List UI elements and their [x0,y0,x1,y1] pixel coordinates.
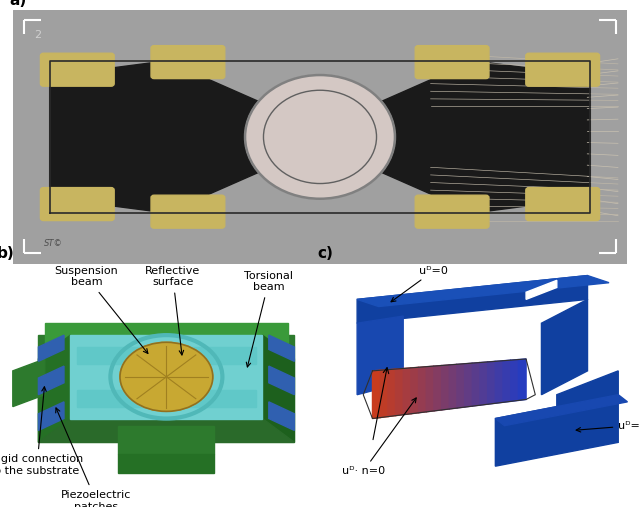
Polygon shape [77,347,256,364]
Polygon shape [38,335,64,361]
Polygon shape [518,359,526,401]
Polygon shape [372,370,380,419]
Polygon shape [442,365,449,410]
FancyBboxPatch shape [151,46,225,79]
Polygon shape [262,335,294,442]
FancyBboxPatch shape [40,188,114,221]
Bar [252,109,388,132]
Polygon shape [381,61,590,213]
Circle shape [245,75,395,199]
Polygon shape [269,335,294,361]
Polygon shape [503,360,511,403]
Polygon shape [70,335,262,419]
Polygon shape [38,366,64,394]
Polygon shape [511,359,518,402]
Text: Torsional
beam: Torsional beam [244,271,293,367]
Text: b): b) [0,246,15,261]
Polygon shape [465,363,472,407]
Polygon shape [396,369,403,416]
Polygon shape [357,276,609,307]
Polygon shape [403,368,411,415]
Polygon shape [449,365,457,409]
Polygon shape [13,359,45,407]
Polygon shape [488,361,495,404]
Text: Rigid connection
to the substrate: Rigid connection to the substrate [0,387,84,476]
Polygon shape [269,366,294,394]
Polygon shape [118,454,214,474]
Polygon shape [472,363,480,406]
Polygon shape [434,366,442,411]
Polygon shape [480,362,488,405]
Bar [252,132,388,155]
Polygon shape [388,369,396,417]
FancyBboxPatch shape [151,195,225,228]
FancyBboxPatch shape [415,46,489,79]
Text: Suspension
beam: Suspension beam [54,266,148,353]
Text: a): a) [10,0,27,8]
Polygon shape [357,276,588,323]
Polygon shape [357,316,403,394]
Polygon shape [77,390,256,407]
Polygon shape [457,364,465,408]
Text: ST©: ST© [44,239,62,248]
Polygon shape [50,61,259,213]
Polygon shape [557,371,618,419]
Text: 2: 2 [35,30,42,40]
Polygon shape [419,367,426,413]
Text: Reflective
surface: Reflective surface [145,266,200,355]
FancyBboxPatch shape [526,188,600,221]
Text: uᴰ· n=0: uᴰ· n=0 [342,398,416,476]
FancyBboxPatch shape [415,195,489,228]
Polygon shape [526,280,557,299]
Polygon shape [38,335,70,442]
Polygon shape [495,394,627,426]
Polygon shape [541,299,588,394]
Text: uᴰ=0: uᴰ=0 [576,421,640,432]
FancyBboxPatch shape [40,53,114,86]
Polygon shape [426,366,434,412]
Polygon shape [380,370,388,418]
Text: c): c) [317,246,333,261]
Polygon shape [118,426,214,454]
Polygon shape [269,402,294,430]
FancyBboxPatch shape [526,53,600,86]
Polygon shape [411,367,419,414]
Polygon shape [38,419,294,442]
Text: uᴰ=0: uᴰ=0 [391,266,449,302]
Text: Piezoelectric
patches: Piezoelectric patches [56,408,131,507]
Polygon shape [45,323,288,426]
Circle shape [120,342,212,411]
Polygon shape [38,335,294,442]
Polygon shape [495,394,618,466]
Polygon shape [495,361,503,403]
Polygon shape [38,402,64,430]
